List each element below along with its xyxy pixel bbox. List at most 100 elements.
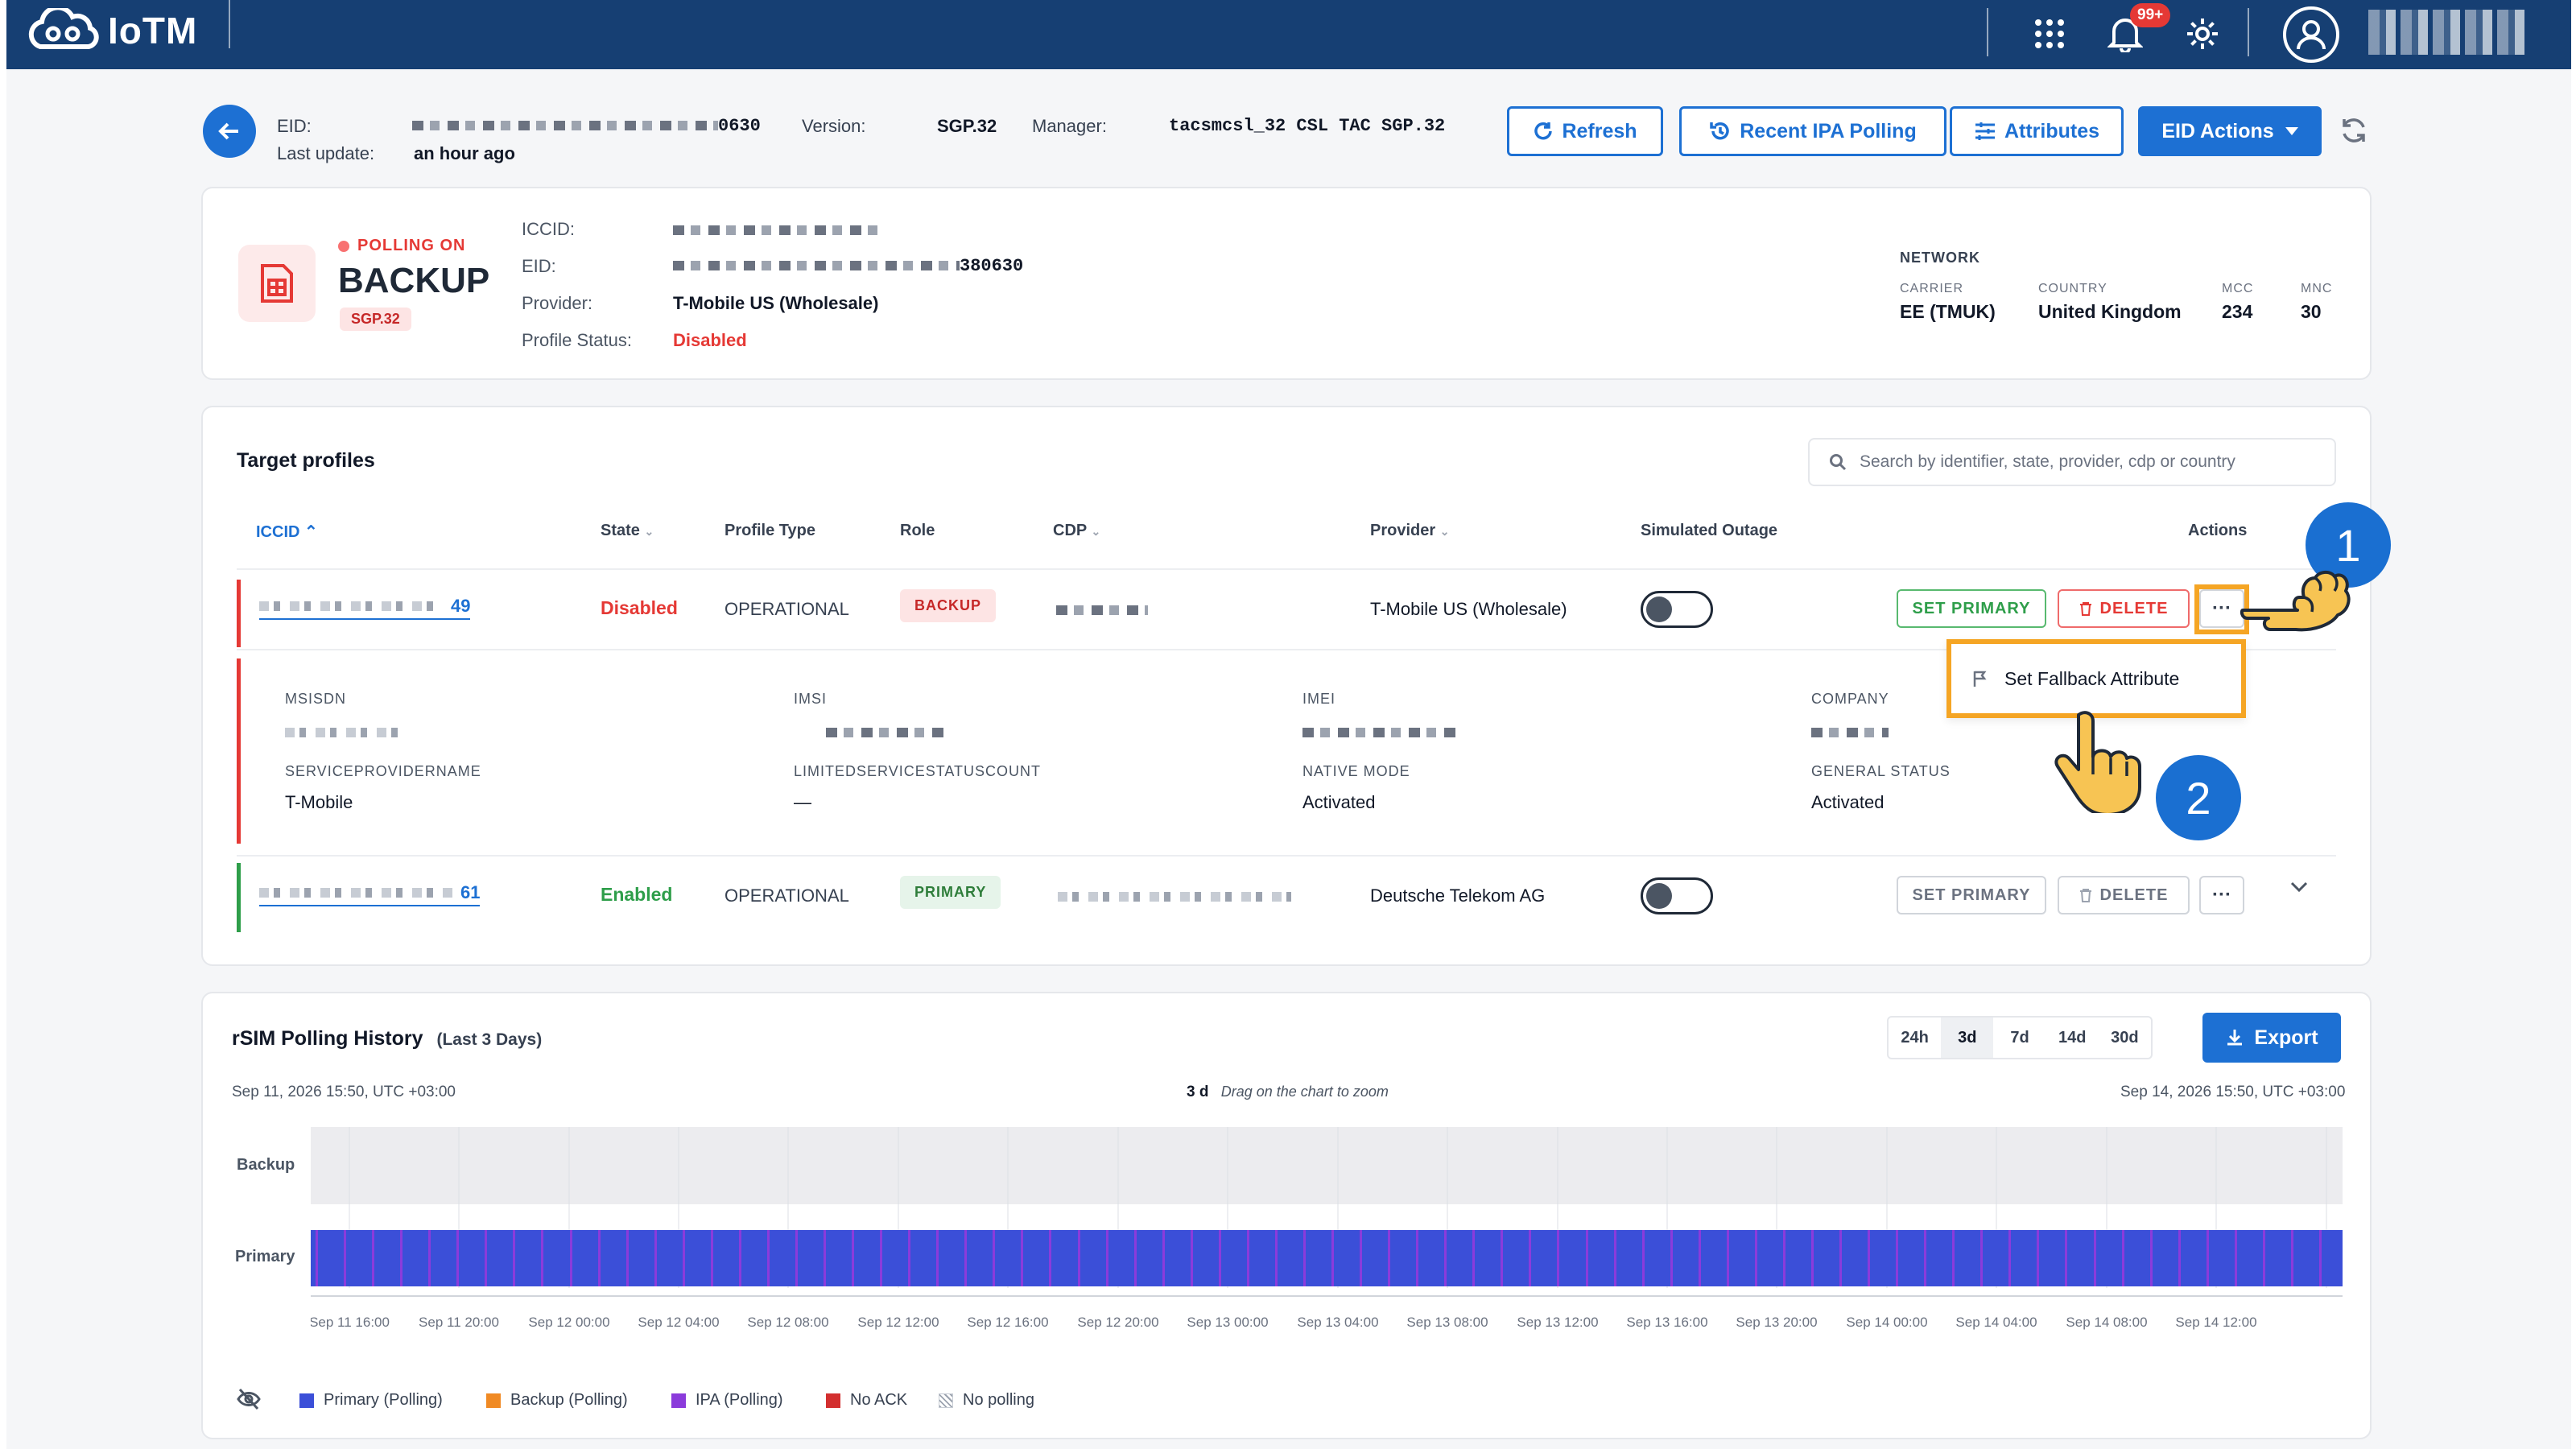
legend-swatch <box>486 1393 501 1408</box>
column-header-simulated-outage: Simulated Outage <box>1641 522 1778 539</box>
column-header-cdp[interactable]: CDP ⌄ <box>1053 522 1100 540</box>
set-primary-button[interactable]: SET PRIMARY <box>1897 589 2046 628</box>
refresh-button[interactable]: Refresh <box>1507 106 1663 156</box>
zoom-hint: Drag on the chart to zoom <box>1220 1084 1389 1100</box>
legend-swatch <box>671 1393 686 1408</box>
row-state: Enabled <box>601 884 673 905</box>
mnc-label: MNC <box>2301 282 2333 295</box>
user-avatar[interactable] <box>2283 6 2339 63</box>
row-accent-enabled <box>237 863 241 932</box>
ipa-polling-marker <box>1529 1230 1531 1286</box>
ipa-polling-marker <box>1614 1230 1616 1286</box>
ipa-polling-marker <box>1219 1230 1221 1286</box>
legend-label: IPA (Polling) <box>696 1391 783 1409</box>
row-divider <box>237 855 2336 857</box>
cdp-masked <box>1056 605 1148 616</box>
set-fallback-attribute-menu-item[interactable]: Set Fallback Attribute <box>1946 639 2246 718</box>
ipa-polling-marker <box>1049 1230 1051 1286</box>
msisdn-value <box>285 721 398 742</box>
range-7d[interactable]: 7d <box>2010 1028 2029 1046</box>
column-header-iccid[interactable]: ICCID ⌃ <box>256 522 318 542</box>
x-tick-label: Sep 13 12:00 <box>1517 1315 1598 1330</box>
native-mode-value: Activated <box>1302 792 1376 812</box>
attributes-button[interactable]: Attributes <box>1950 106 2124 156</box>
legend-swatch <box>939 1393 953 1408</box>
table-row-iccid-link[interactable]: 49 <box>259 596 471 620</box>
legend-item[interactable]: No polling <box>939 1391 1034 1410</box>
sim-card-icon <box>261 264 293 303</box>
column-header-provider[interactable]: Provider ⌄ <box>1370 522 1449 540</box>
legend-item[interactable]: No ACK <box>826 1391 907 1410</box>
refresh-icon <box>1534 122 1553 140</box>
ipa-polling-marker <box>1021 1230 1023 1286</box>
user-name-masked[interactable] <box>2368 10 2526 55</box>
legend-item[interactable]: Backup (Polling) <box>486 1391 628 1410</box>
iccid-label: ICCID: <box>522 219 575 239</box>
set-primary-button[interactable]: SET PRIMARY <box>1897 876 2046 914</box>
more-actions-button[interactable]: ··· <box>2199 876 2244 914</box>
back-button[interactable] <box>203 105 256 158</box>
service-provider-name-value: T-Mobile <box>285 792 353 812</box>
export-button[interactable]: Export <box>2202 1013 2341 1063</box>
ipa-polling-marker <box>1501 1230 1503 1286</box>
bell-icon[interactable] <box>2103 11 2148 56</box>
range-24h[interactable]: 24h <box>1901 1028 1929 1046</box>
range-14d[interactable]: 14d <box>2058 1028 2087 1046</box>
range-3d[interactable]: 3d <box>1941 1018 1994 1058</box>
imei-label: IMEI <box>1302 691 1336 707</box>
delete-label: DELETE <box>2099 886 2169 904</box>
profile-search-input[interactable]: Search by identifier, state, provider, c… <box>1808 438 2336 486</box>
simulated-outage-toggle[interactable] <box>1641 877 1713 914</box>
ipa-polling-marker <box>1162 1230 1165 1286</box>
legend-item[interactable]: Primary (Polling) <box>299 1391 443 1410</box>
delete-button[interactable]: DELETE <box>2058 589 2190 628</box>
ipa-polling-marker <box>1303 1230 1306 1286</box>
ipa-polling-marker <box>2178 1230 2181 1286</box>
range-30d[interactable]: 30d <box>2111 1028 2139 1046</box>
ipa-polling-marker <box>1924 1230 1926 1286</box>
gear-icon[interactable] <box>2180 11 2225 56</box>
target-profiles-title: Target profiles <box>237 449 375 472</box>
delete-button[interactable]: DELETE <box>2058 876 2190 914</box>
polling-history-card <box>201 992 2372 1439</box>
ipa-polling-marker <box>344 1230 346 1286</box>
legend-item[interactable]: IPA (Polling) <box>671 1391 783 1410</box>
ipa-polling-marker <box>2291 1230 2293 1286</box>
ipa-polling-marker <box>400 1230 402 1286</box>
sort-asc-icon: ⌃ <box>304 523 318 541</box>
time-range-selector[interactable]: 24h 3d 7d 14d 30d <box>1887 1016 2153 1059</box>
chevron-down-icon[interactable] <box>2289 881 2309 894</box>
sync-icon[interactable] <box>2338 114 2370 147</box>
ipa-polling-marker <box>2122 1230 2124 1286</box>
iccid-masked <box>259 601 443 611</box>
x-tick-label: Sep 12 12:00 <box>857 1315 939 1330</box>
imei-value <box>1302 721 1459 742</box>
ipa-polling-marker <box>1388 1230 1390 1286</box>
eye-off-icon[interactable] <box>237 1388 261 1410</box>
iccid-masked <box>259 888 452 898</box>
ipa-polling-marker <box>2263 1230 2265 1286</box>
eid-actions-button[interactable]: EID Actions <box>2138 106 2322 156</box>
legend-swatch <box>826 1393 840 1408</box>
search-placeholder: Search by identifier, state, provider, c… <box>1860 452 2235 471</box>
simulated-outage-toggle[interactable] <box>1641 591 1713 628</box>
column-header-state[interactable]: State ⌄ <box>601 522 654 540</box>
app-logo[interactable]: IoTM <box>24 8 197 53</box>
legend-label: Backup (Polling) <box>510 1391 628 1409</box>
table-row-iccid-link[interactable]: 61 <box>259 882 481 906</box>
ipa-polling-marker <box>2150 1230 2153 1286</box>
user-icon <box>2297 20 2326 50</box>
ipa-polling-marker <box>598 1230 601 1286</box>
pointing-hand-icon <box>2240 571 2351 632</box>
ipa-polling-marker <box>852 1230 854 1286</box>
download-icon <box>2227 1030 2243 1046</box>
sgp-badge: SGP.32 <box>340 308 411 331</box>
apps-grid-icon[interactable] <box>2027 11 2072 56</box>
recent-ipa-polling-button[interactable]: Recent IPA Polling <box>1679 106 1946 156</box>
polling-history-chart[interactable]: Sep 11 16:00 Sep 11 20:00 Sep 12 00:00 Sep … <box>311 1127 2343 1336</box>
zoom-span: 3 d <box>1187 1084 1209 1100</box>
company-label: COMPANY <box>1811 691 1889 707</box>
legend-label: No ACK <box>850 1391 908 1409</box>
more-actions-button[interactable]: ··· <box>2199 589 2244 628</box>
eid-masked <box>412 121 718 131</box>
